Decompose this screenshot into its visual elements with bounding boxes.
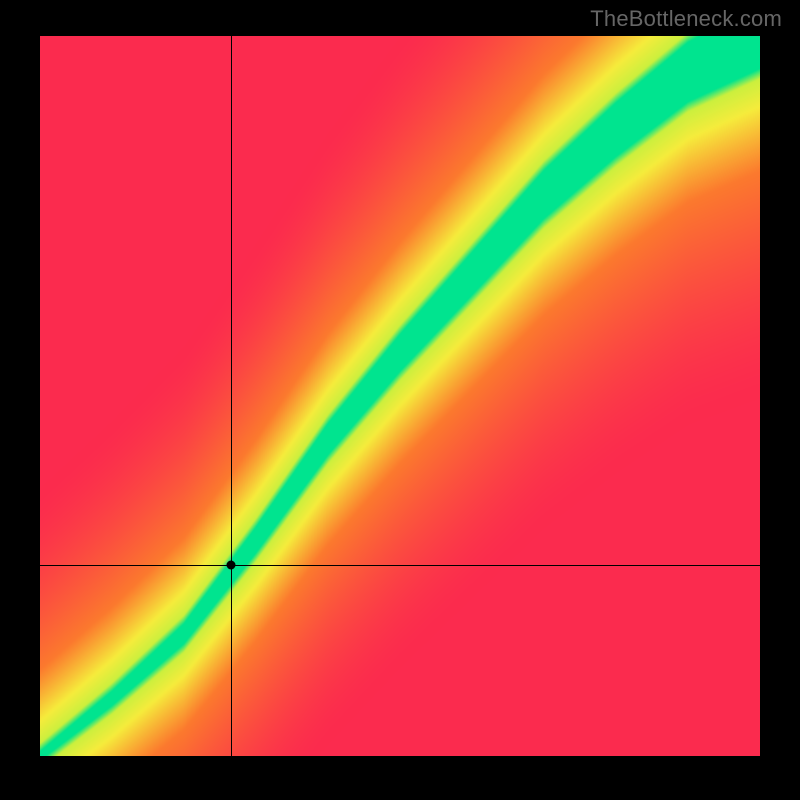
heatmap-plot bbox=[40, 36, 760, 756]
heatmap-canvas bbox=[40, 36, 760, 756]
crosshair-horizontal bbox=[40, 565, 760, 566]
watermark-text: TheBottleneck.com bbox=[590, 6, 782, 32]
crosshair-vertical bbox=[231, 36, 232, 756]
chart-frame: TheBottleneck.com bbox=[0, 0, 800, 800]
crosshair-marker-dot bbox=[226, 561, 235, 570]
